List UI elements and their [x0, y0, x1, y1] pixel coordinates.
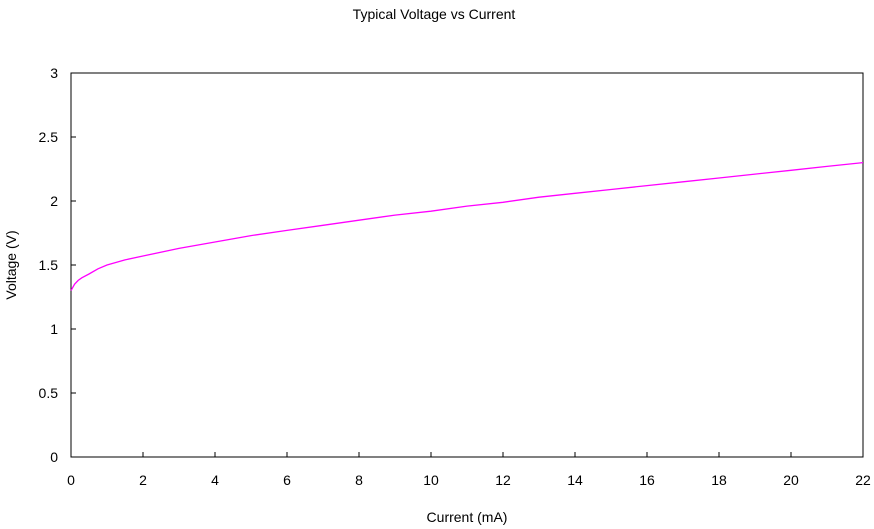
x-tick-label: 8	[355, 472, 363, 488]
y-axis-label: Voltage (V)	[3, 230, 19, 299]
series-line	[70, 161, 864, 291]
y-tick-label: 2.5	[39, 129, 59, 145]
y-tick-label: 0	[50, 449, 58, 465]
x-tick-label: 0	[67, 472, 75, 488]
series-group	[70, 161, 864, 291]
x-tick-label: 2	[139, 472, 147, 488]
x-tick-label: 14	[567, 472, 583, 488]
x-tick-label: 6	[283, 472, 291, 488]
x-tick-label: 12	[495, 472, 511, 488]
x-tick-label: 16	[639, 472, 655, 488]
y-tick-label: 1.5	[39, 257, 59, 273]
x-tick-label: 10	[423, 472, 439, 488]
y-tick-label: 2	[50, 193, 58, 209]
x-tick-label: 20	[783, 472, 799, 488]
plot-area	[70, 72, 864, 458]
x-tick-label: 22	[855, 472, 871, 488]
y-axis: 0 0.5 1 1.5 2 2.5 3	[39, 65, 76, 465]
x-tick-label: 4	[211, 472, 219, 488]
x-tick-label: 18	[711, 472, 727, 488]
chart-title: Typical Voltage vs Current	[353, 6, 516, 22]
y-tick-label: 1	[50, 321, 58, 337]
x-axis-label: Current (mA)	[427, 509, 508, 525]
y-tick-label: 3	[50, 65, 58, 81]
y-tick-label: 0.5	[39, 385, 59, 401]
x-axis: 0 2 4 6 8 10 12 14 16 18 20 22	[67, 452, 871, 488]
